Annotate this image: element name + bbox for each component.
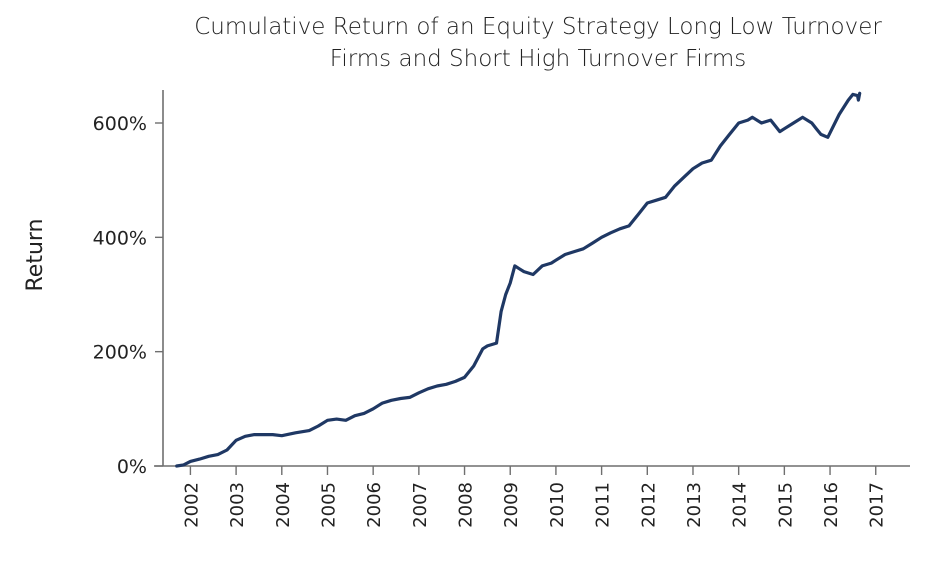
x-tick-label: 2011 (593, 482, 614, 528)
x-tick-label: 2002 (181, 482, 202, 528)
y-axis: 0% 200% 400% 600% (93, 90, 164, 478)
x-tick-label: 2009 (501, 482, 522, 528)
x-ticks: 2002 2003 2004 2005 2006 2007 2008 2009 2010 2011… (181, 466, 888, 528)
x-tick-label: 2007 (410, 482, 431, 528)
y-axis-label: Return (23, 218, 48, 291)
y-tick-label: 200% (93, 342, 147, 364)
x-tick-label: 2010 (547, 482, 568, 528)
x-tick-label: 2003 (227, 482, 248, 528)
y-tick-label: 600% (93, 113, 147, 135)
x-tick-label: 2004 (273, 482, 294, 528)
x-tick-label: 2014 (730, 482, 751, 528)
x-tick-label: 2015 (775, 482, 796, 528)
x-tick-label: 2008 (456, 482, 477, 528)
x-tick-label: 2013 (684, 482, 705, 528)
x-tick-label: 2016 (821, 482, 842, 528)
x-tick-label: 2006 (364, 482, 385, 528)
series-line-0 (175, 91, 862, 468)
chart-title-line-1: Cumulative Return of an Equity Strategy … (194, 14, 882, 40)
x-tick-label: 2012 (638, 482, 659, 528)
x-axis: 2002 2003 2004 2005 2006 2007 2008 2009 2010 2011… (154, 465, 910, 528)
y-ticks: 0% 200% 400% 600% (93, 113, 163, 478)
y-tick-label: 0% (117, 456, 147, 478)
x-tick-label: 2017 (867, 482, 888, 528)
x-tick-label: 2005 (318, 482, 339, 528)
chart-title-line-2: Firms and Short High Turnover Firms (330, 46, 746, 72)
chart-title: Cumulative Return of an Equity Strategy … (194, 14, 882, 72)
y-tick-label: 400% (93, 227, 147, 249)
series-layer (175, 91, 862, 468)
